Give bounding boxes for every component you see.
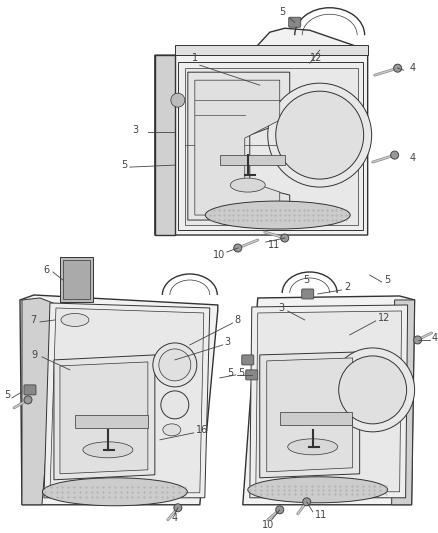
Circle shape: [413, 336, 422, 344]
Text: 2: 2: [345, 282, 351, 292]
FancyBboxPatch shape: [246, 370, 258, 380]
Circle shape: [276, 91, 364, 179]
Text: 4: 4: [410, 63, 416, 73]
Polygon shape: [155, 55, 175, 235]
Text: 11: 11: [268, 240, 280, 250]
Text: 12: 12: [378, 313, 390, 323]
Polygon shape: [50, 308, 204, 493]
Ellipse shape: [205, 201, 350, 229]
Polygon shape: [256, 311, 402, 492]
Polygon shape: [260, 352, 360, 478]
Ellipse shape: [248, 477, 388, 503]
Polygon shape: [60, 257, 93, 302]
Circle shape: [303, 498, 311, 506]
Polygon shape: [185, 68, 358, 225]
Ellipse shape: [163, 424, 181, 436]
Ellipse shape: [61, 313, 89, 326]
Polygon shape: [220, 155, 285, 165]
Polygon shape: [63, 260, 90, 299]
Circle shape: [331, 348, 415, 432]
Polygon shape: [60, 362, 148, 474]
Text: 5: 5: [238, 368, 244, 378]
Text: 10: 10: [212, 250, 225, 260]
Circle shape: [174, 504, 182, 512]
Polygon shape: [250, 305, 408, 498]
Polygon shape: [54, 355, 155, 480]
Circle shape: [161, 391, 189, 419]
Text: 7: 7: [30, 315, 36, 325]
Polygon shape: [243, 296, 415, 505]
Text: 11: 11: [315, 510, 327, 520]
Text: 1: 1: [192, 53, 198, 63]
Ellipse shape: [42, 478, 187, 506]
Polygon shape: [392, 300, 415, 505]
Text: 3: 3: [225, 337, 231, 347]
Circle shape: [276, 506, 284, 514]
Text: 4: 4: [410, 153, 416, 163]
Circle shape: [339, 356, 406, 424]
Text: 3: 3: [279, 303, 285, 313]
Circle shape: [391, 151, 399, 159]
Text: 5: 5: [279, 7, 286, 17]
FancyBboxPatch shape: [289, 17, 301, 27]
Text: 5: 5: [4, 390, 10, 400]
Polygon shape: [20, 295, 218, 505]
Ellipse shape: [83, 442, 133, 458]
FancyBboxPatch shape: [24, 385, 36, 395]
Polygon shape: [280, 412, 352, 425]
Text: 4: 4: [431, 333, 438, 343]
Polygon shape: [44, 303, 210, 498]
FancyBboxPatch shape: [242, 355, 254, 365]
Circle shape: [281, 234, 289, 242]
Polygon shape: [188, 72, 290, 220]
Text: 16: 16: [196, 425, 208, 435]
Text: 5: 5: [304, 275, 310, 285]
Text: 9: 9: [32, 350, 38, 360]
Circle shape: [24, 396, 32, 404]
Text: 4: 4: [172, 513, 178, 523]
Text: 8: 8: [235, 315, 241, 325]
Circle shape: [171, 93, 185, 107]
Text: 6: 6: [44, 265, 50, 275]
Text: 5: 5: [227, 368, 234, 378]
FancyBboxPatch shape: [302, 289, 314, 299]
Polygon shape: [195, 80, 280, 215]
Circle shape: [394, 64, 402, 72]
Polygon shape: [175, 45, 367, 55]
Circle shape: [268, 83, 372, 187]
Circle shape: [159, 349, 191, 381]
Ellipse shape: [230, 178, 265, 192]
Text: 10: 10: [261, 520, 274, 530]
Polygon shape: [75, 415, 148, 428]
Text: 5: 5: [122, 160, 128, 170]
Text: 5: 5: [385, 275, 391, 285]
Polygon shape: [178, 62, 363, 230]
Circle shape: [234, 244, 242, 252]
Polygon shape: [22, 298, 58, 505]
Text: 3: 3: [132, 125, 138, 135]
Ellipse shape: [288, 439, 338, 455]
Polygon shape: [267, 358, 353, 472]
Circle shape: [153, 343, 197, 387]
Polygon shape: [155, 28, 367, 235]
Text: 12: 12: [310, 53, 322, 63]
